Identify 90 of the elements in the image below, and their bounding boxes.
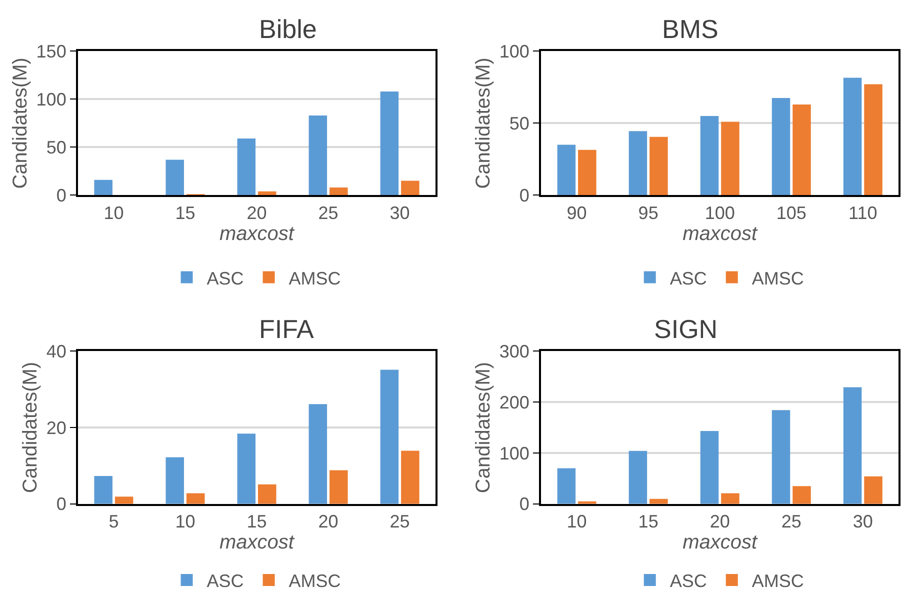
bar — [166, 457, 184, 504]
bar — [380, 92, 399, 196]
bar — [864, 476, 882, 504]
bar — [792, 486, 811, 504]
x-tick-label: 20 — [710, 512, 730, 532]
legend-label: ASC — [206, 571, 244, 592]
x-tick-label: 10 — [566, 512, 587, 532]
x-tick-label: 100 — [704, 202, 735, 223]
bar — [401, 180, 420, 196]
bar — [380, 370, 399, 504]
x-tick-label: 20 — [318, 512, 338, 532]
legend-label: ASC — [670, 268, 707, 288]
bar — [330, 470, 348, 504]
y-tick-label: 50 — [509, 113, 530, 134]
bar — [258, 484, 276, 504]
bar — [94, 476, 112, 504]
bar — [628, 131, 648, 196]
bar — [557, 144, 576, 196]
y-tick-label: 20 — [46, 418, 66, 438]
chart-title: BMS — [662, 14, 718, 44]
bar — [772, 410, 790, 504]
bar — [721, 493, 740, 504]
y-axis-title: Candidates(M) — [472, 58, 494, 189]
x-tick-label: 15 — [175, 202, 196, 223]
y-tick-label: 0 — [519, 494, 530, 514]
legend-label: AMSC — [288, 571, 341, 592]
x-tick-label: 30 — [852, 512, 873, 532]
bar — [166, 160, 184, 196]
x-tick-label: 15 — [246, 512, 267, 532]
bar — [700, 116, 719, 196]
bar — [650, 136, 668, 196]
bar — [237, 434, 256, 504]
y-tick-label: 100 — [499, 41, 530, 62]
bar — [864, 84, 882, 196]
x-tick-label: 110 — [848, 202, 878, 223]
bar — [792, 104, 811, 196]
x-tick-label: 5 — [108, 512, 119, 532]
y-tick-label: 50 — [46, 138, 66, 158]
bar — [237, 138, 256, 196]
x-tick-label: 25 — [781, 512, 802, 532]
bar — [308, 404, 328, 504]
x-tick-label: 15 — [638, 512, 658, 532]
y-axis-title: Candidates(M) — [9, 58, 32, 189]
bar — [843, 387, 862, 504]
y-tick-label: 100 — [36, 89, 66, 110]
legend-label: AMSC — [752, 268, 804, 288]
y-tick-label: 0 — [519, 186, 530, 206]
bar — [843, 78, 862, 196]
y-tick-label: 40 — [46, 341, 66, 362]
x-axis-title: maxcost — [220, 532, 296, 554]
x-tick-label: 10 — [175, 512, 196, 532]
chart-title: Bible — [259, 14, 317, 44]
bar — [330, 188, 348, 196]
bar — [186, 493, 205, 504]
bar — [401, 450, 420, 504]
bar — [578, 150, 596, 196]
x-tick-label: 105 — [776, 202, 806, 223]
x-axis-title: maxcost — [220, 222, 296, 245]
legend-label: AMSC — [288, 268, 341, 288]
x-tick-label: 90 — [566, 202, 587, 223]
x-tick-label: 25 — [390, 512, 410, 532]
bar — [721, 122, 740, 196]
y-tick-label: 0 — [56, 186, 66, 206]
y-tick-label: 150 — [36, 41, 66, 62]
chart-title: FIFA — [259, 314, 315, 344]
bar — [94, 180, 112, 196]
y-axis-title: Candidates(M) — [19, 362, 42, 494]
chart-title: SIGN — [654, 314, 718, 344]
bar — [628, 450, 648, 504]
y-tick-label: 100 — [499, 443, 530, 464]
x-axis-title: maxcost — [682, 222, 759, 245]
y-axis-title: Candidates(M) — [472, 362, 494, 494]
legend-label: AMSC — [752, 571, 804, 592]
bar — [772, 98, 790, 196]
legend-label: ASC — [670, 571, 707, 592]
x-tick-label: 25 — [318, 202, 338, 223]
y-tick-label: 200 — [499, 392, 530, 412]
x-tick-label: 30 — [390, 202, 410, 223]
y-tick-label: 300 — [499, 341, 530, 362]
x-tick-label: 10 — [104, 202, 124, 223]
bar — [308, 116, 328, 196]
bar — [114, 496, 134, 504]
y-tick-label: 0 — [56, 494, 66, 514]
x-tick-label: 95 — [638, 202, 658, 223]
bar — [557, 468, 576, 504]
x-axis-title: maxcost — [682, 532, 759, 554]
legend-label: ASC — [206, 268, 244, 288]
bar — [258, 191, 276, 196]
bar — [700, 431, 719, 504]
x-tick-label: 20 — [246, 202, 267, 223]
